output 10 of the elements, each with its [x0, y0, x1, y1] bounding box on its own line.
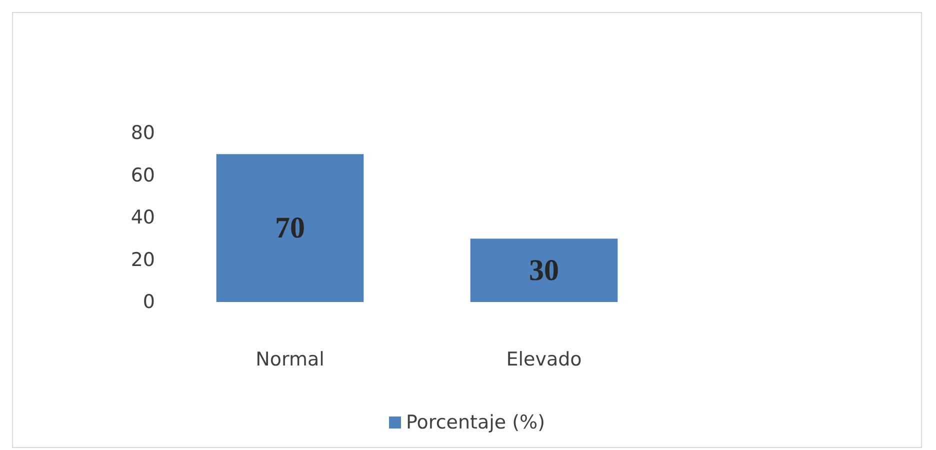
y-tick-label: 0: [142, 291, 155, 313]
y-tick-label: 20: [130, 248, 155, 271]
data-label: 70: [275, 212, 305, 245]
y-tick-label: 60: [130, 164, 155, 186]
y-tick-label: 40: [130, 206, 155, 228]
data-label: 30: [529, 254, 559, 287]
y-tick-label: 80: [130, 122, 155, 144]
x-tick-label: Elevado: [506, 348, 582, 370]
x-tick-label: Normal: [256, 348, 324, 370]
legend-label: Porcentaje (%): [406, 412, 545, 434]
